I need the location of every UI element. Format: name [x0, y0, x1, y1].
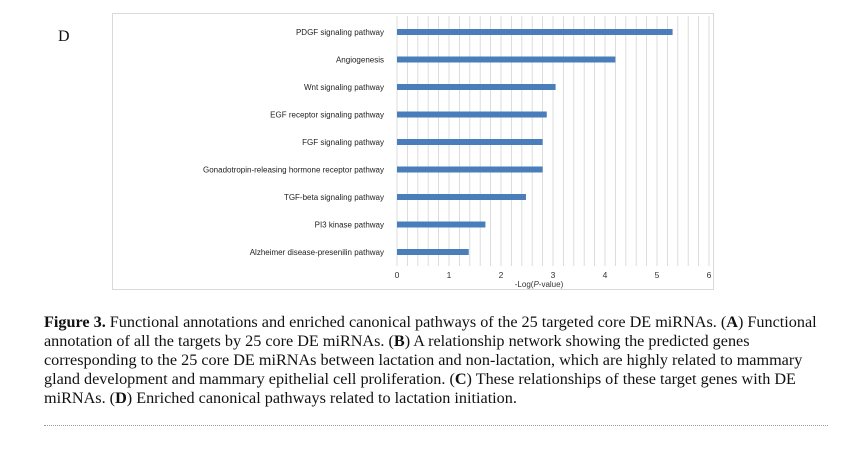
caption-label: Figure 3. — [44, 313, 106, 331]
x-tick-label: 2 — [499, 270, 504, 280]
category-labels: PDGF signaling pathway Angiogenesis Wnt si… — [203, 28, 384, 257]
caption-panel-ref: A — [726, 313, 738, 331]
figure-caption: Figure 3. Functional annotations and enr… — [44, 313, 834, 408]
divider — [44, 425, 828, 426]
bar — [397, 56, 616, 63]
category-label: Alzheimer disease-presenilin pathway — [250, 248, 384, 257]
bars — [397, 29, 673, 255]
bar — [397, 194, 526, 200]
x-tick-labels: 0 1 2 3 4 5 6 — [395, 270, 712, 280]
x-tick-label: 5 — [655, 270, 660, 280]
bar — [397, 111, 547, 118]
x-tick-label: 6 — [707, 270, 712, 280]
x-tick-label: 1 — [447, 270, 452, 280]
bar — [397, 221, 486, 228]
category-label: EGF receptor signaling pathway — [270, 111, 384, 120]
x-tick-label: 0 — [395, 270, 400, 280]
category-label: Gonadotropin-releasing hormone receptor … — [203, 166, 384, 175]
bar-chart: PDGF signaling pathway Angiogenesis Wnt si… — [203, 16, 712, 289]
category-label: Angiogenesis — [336, 56, 384, 65]
category-label: PI3 kinase pathway — [315, 221, 384, 230]
caption-text: ) These relationships of these target ge… — [44, 370, 796, 407]
caption-body: Functional annotations and enriched cano… — [44, 313, 817, 407]
x-axis-label: -Log(P-value) — [515, 280, 564, 289]
x-tick-label: 4 — [603, 270, 608, 280]
caption-text: ) A relationship network showing the pre… — [44, 332, 803, 388]
caption-text: ) Enriched canonical pathways related to… — [126, 389, 517, 407]
bar — [397, 139, 543, 145]
category-label: PDGF signaling pathway — [296, 28, 384, 37]
bar — [397, 84, 556, 90]
x-tick-label: 3 — [551, 270, 556, 280]
panel-label: D — [58, 28, 70, 45]
caption-text: Functional annotations and enriched cano… — [105, 313, 727, 331]
bar — [397, 166, 543, 173]
caption-text: ) Functional annotation of all the targe… — [44, 313, 817, 350]
bar — [397, 249, 469, 255]
caption-panel-ref: B — [393, 332, 405, 350]
caption-panel-ref: D — [115, 389, 127, 407]
caption-panel-ref: C — [454, 370, 467, 388]
category-label: TGF-beta signaling pathway — [284, 193, 384, 202]
chart-frame: PDGF signaling pathway Angiogenesis Wnt si… — [112, 13, 714, 290]
category-label: Wnt signaling pathway — [304, 83, 384, 92]
category-label: FGF signaling pathway — [302, 138, 384, 147]
bar — [397, 29, 673, 35]
